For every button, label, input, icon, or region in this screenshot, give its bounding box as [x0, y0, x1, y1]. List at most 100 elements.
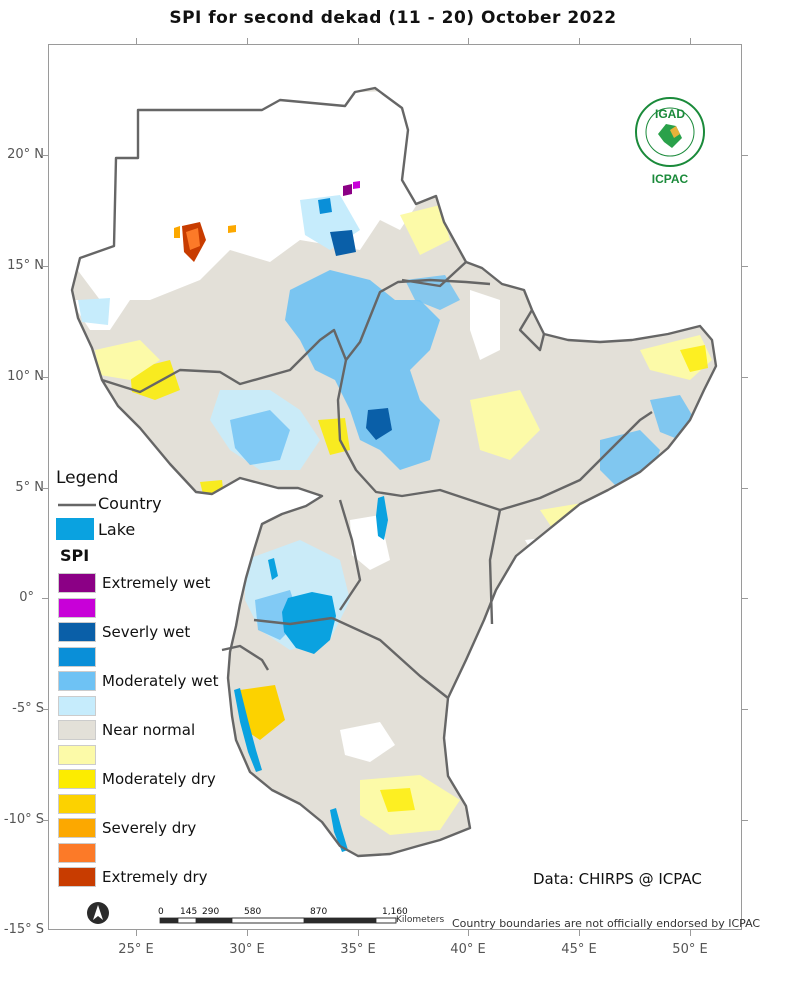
scale-tick-label: 145 — [180, 907, 198, 917]
spi-swatch-label: Severely dry — [102, 819, 197, 837]
lat-tick-right — [742, 598, 748, 599]
lon-tick-top — [468, 38, 469, 44]
border-kenya-somalia — [488, 509, 502, 625]
scale-tick-label: 0 — [158, 907, 164, 917]
lat-label-10n: 10° N — [7, 369, 44, 384]
patch-light-wet — [78, 298, 110, 325]
spi-swatch-label: Moderately dry — [102, 770, 216, 788]
north-arrow-icon — [87, 902, 109, 924]
border-sudan-south-sudan — [101, 278, 491, 394]
no-data-south — [340, 722, 395, 762]
lon-tick — [468, 930, 469, 936]
lon-tick — [690, 930, 691, 936]
patch-very-wet — [353, 181, 360, 189]
patch-extreme-wet — [343, 184, 352, 196]
lon-tick-top — [690, 38, 691, 44]
logo-igad-region — [670, 126, 680, 138]
spi-swatch — [58, 720, 96, 740]
scale-tick-label: 1,160 — [382, 907, 408, 917]
spi-swatch — [58, 818, 96, 838]
patch-amber-dry — [174, 226, 180, 238]
legend-title: Legend — [56, 468, 119, 488]
logo-inner-ring — [645, 107, 695, 157]
disclaimer: Country boundaries are not officially en… — [452, 917, 761, 930]
lon-label-25e: 25° E — [118, 942, 154, 957]
patch-moderately-dry — [680, 345, 708, 372]
border-ethiopia-somalia — [499, 411, 653, 512]
spi-swatch — [58, 671, 96, 691]
lon-label-45e: 45° E — [561, 942, 597, 957]
lat-tick — [42, 709, 48, 710]
border-south-sudan-ethiopia — [336, 359, 501, 512]
lake-victoria — [282, 592, 336, 654]
patch-severly-wet — [366, 408, 392, 440]
lake-malawi — [330, 808, 348, 852]
spi-swatch — [58, 695, 96, 716]
spi-swatch — [58, 867, 96, 887]
lat-tick — [42, 598, 48, 599]
patch-very-wet — [318, 198, 332, 214]
lat-tick — [42, 155, 48, 156]
lon-tick — [247, 930, 248, 936]
lon-tick-top — [358, 38, 359, 44]
patch-moderately-wet — [230, 410, 290, 465]
country-boundaries — [70, 86, 718, 858]
legend-country-label: Country — [98, 494, 162, 513]
spi-swatch — [58, 769, 96, 789]
lon-label-35e: 35° E — [340, 942, 376, 957]
scale-tick-label: 870 — [310, 907, 328, 917]
lon-tick — [579, 930, 580, 936]
lon-tick-top — [579, 38, 580, 44]
border-uganda-kenya — [338, 499, 362, 611]
land-near-normal — [72, 88, 716, 856]
border-rwanda-burundi — [221, 644, 270, 671]
lat-tick — [42, 820, 48, 821]
lat-tick-right — [742, 155, 748, 156]
spi-swatch — [58, 842, 96, 863]
no-data-north — [72, 90, 420, 300]
lat-label-10s: -10° S — [3, 812, 44, 827]
patch-light-dry — [400, 205, 450, 255]
lat-tick — [42, 377, 48, 378]
spi-swatch — [58, 622, 96, 642]
lon-tick-top — [247, 38, 248, 44]
lat-label-15s: -15° S — [3, 922, 44, 937]
lake-tanganyika — [234, 688, 262, 772]
igad-icpac-logo — [635, 97, 705, 167]
border-eritrea-ethiopia — [401, 261, 467, 288]
outline-region — [70, 86, 718, 858]
lon-label-40e: 40° E — [450, 942, 486, 957]
spi-swatch — [58, 573, 96, 593]
logo-ring — [635, 97, 705, 167]
patch-light-dry — [470, 390, 540, 460]
patch-moderately-wet — [285, 270, 440, 470]
lon-tick — [136, 930, 137, 936]
spi-swatch — [58, 597, 96, 618]
lat-tick — [42, 488, 48, 489]
border-djibouti-eritrea — [518, 309, 546, 352]
spi-swatch-label: Extremely dry — [102, 868, 208, 886]
scale-unit: Kilometers — [396, 915, 445, 925]
logo-top-text: IGAD — [655, 107, 685, 121]
lat-tick-right — [742, 709, 748, 710]
patch-light-dry — [95, 340, 160, 380]
data-credit: Data: CHIRPS @ ICPAC — [533, 870, 702, 888]
lat-label-5s: -5° S — [12, 701, 44, 716]
border-tanzania-kenya — [331, 616, 449, 699]
spi-swatch-label: Moderately wet — [102, 672, 219, 690]
patch-severely-dry — [240, 685, 285, 740]
logo-africa-shape — [658, 124, 682, 148]
spi-swatch — [58, 744, 96, 765]
lat-tick — [42, 266, 48, 267]
scale-tick-label: 580 — [244, 907, 262, 917]
patch-orange-dry — [186, 228, 200, 250]
no-data-east — [525, 535, 575, 566]
spi-swatch — [58, 793, 96, 814]
legend-lake-swatch — [56, 518, 94, 540]
spi-swatch-label: Near normal — [102, 721, 196, 739]
patch-moderately-dry — [380, 788, 415, 812]
scale-tick-label: 290 — [202, 907, 220, 917]
logo-bottom-text: ICPAC — [652, 172, 689, 186]
spi-legend-title: SPI — [60, 546, 90, 565]
